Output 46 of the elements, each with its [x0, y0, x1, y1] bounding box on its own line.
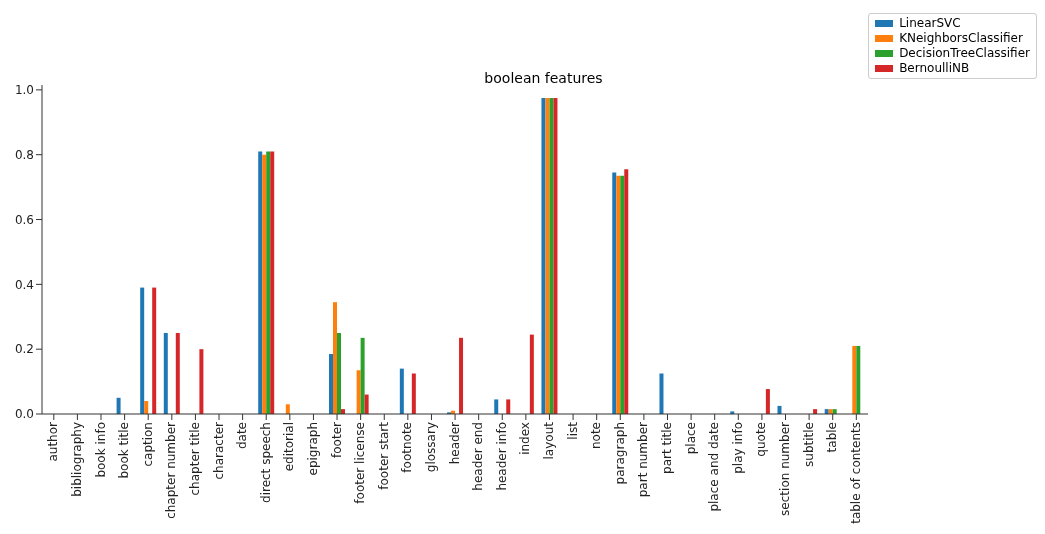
legend-label: KNeighborsClassifier — [899, 31, 1023, 46]
x-tick-label: footer — [329, 421, 344, 458]
legend-label: BernoulliNB — [899, 61, 970, 76]
y-tick-label: 0.4 — [14, 277, 34, 292]
x-tick-label: chapter title — [187, 422, 202, 496]
x-tick-label: table — [825, 422, 840, 453]
x-tick-label: epigraph — [305, 422, 320, 476]
x-tick-label: glossary — [423, 422, 438, 473]
x-tick-label: book title — [117, 422, 132, 479]
x-tick-label: caption — [140, 422, 155, 467]
legend-label: DecisionTreeClassifier — [899, 46, 1030, 61]
legend-label: LinearSVC — [899, 16, 961, 31]
x-tick-label: bibliography — [69, 422, 84, 497]
x-tick-label: book info — [93, 422, 108, 478]
x-tick-label: footnote — [400, 422, 415, 473]
x-tick-label: section number — [778, 421, 793, 516]
x-tick-label: layout — [542, 421, 556, 460]
chart-title: boolean features — [484, 70, 603, 86]
x-tick-label: part title — [660, 422, 675, 474]
x-tick-label: direct speech — [258, 422, 273, 503]
x-tick-label: footer start — [376, 421, 391, 490]
x-tick-label: index — [518, 422, 533, 455]
x-tick-label: list — [565, 421, 580, 440]
x-tick-label: part number — [636, 421, 651, 498]
x-tick-label: header info — [494, 422, 509, 491]
y-tick-label: 0.6 — [14, 212, 34, 227]
x-tick-label: quote — [754, 422, 769, 457]
x-tick-label: play info — [730, 422, 745, 474]
x-tick-label: character — [211, 421, 226, 480]
x-tick-label: place — [683, 422, 698, 455]
x-tick-label: author — [46, 421, 61, 462]
y-tick-label: 1.0 — [14, 83, 34, 98]
x-tick-label: date — [235, 422, 250, 450]
y-tick-label: 0.0 — [14, 407, 34, 422]
x-tick-label: header end — [471, 422, 486, 491]
x-tick-label: table of contents — [848, 422, 863, 524]
x-tick-label: place and date — [707, 422, 722, 512]
x-tick-label: subtitle — [801, 422, 816, 467]
x-tick-label: chapter number — [164, 421, 179, 519]
x-tick-label: editorial — [282, 422, 297, 472]
y-tick-label: 0.8 — [14, 147, 34, 162]
x-tick-label: header — [447, 421, 462, 465]
y-tick-label: 0.2 — [14, 342, 34, 357]
x-tick-label: footer license — [353, 422, 368, 504]
x-tick-label: paragraph — [612, 422, 627, 485]
x-tick-label: note — [589, 422, 604, 450]
